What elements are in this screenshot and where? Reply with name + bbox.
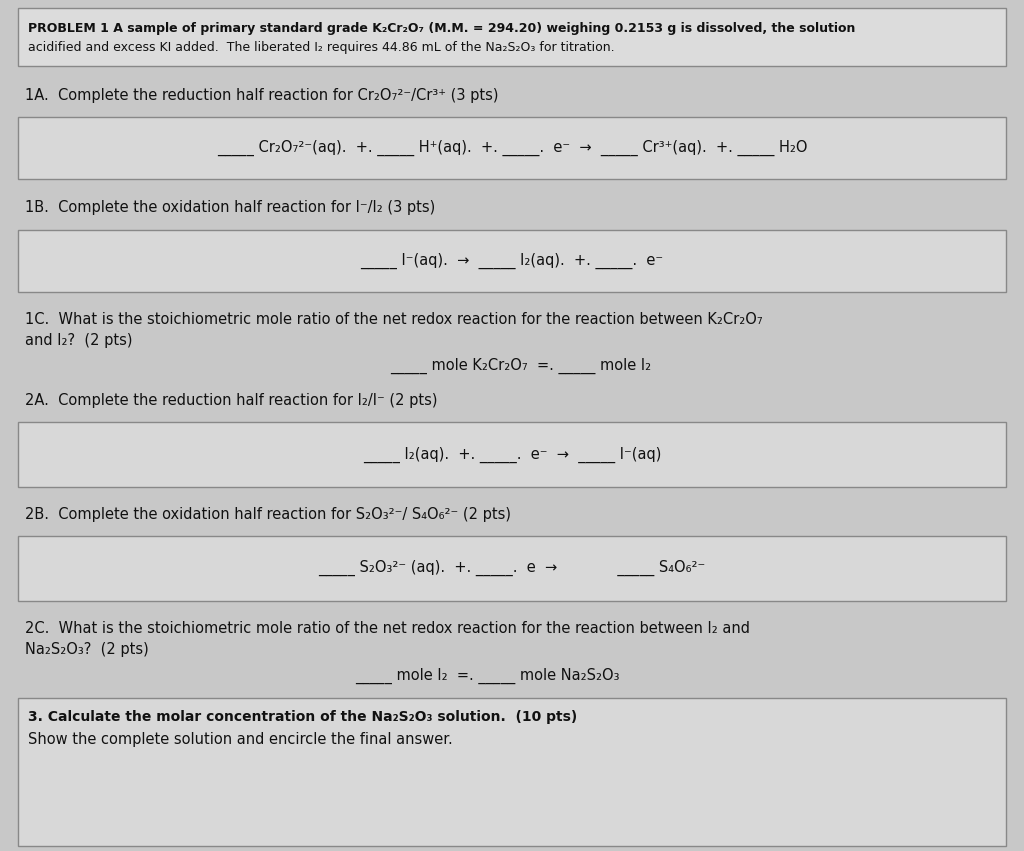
- Text: 2C.  What is the stoichiometric mole ratio of the net redox reaction for the rea: 2C. What is the stoichiometric mole rati…: [25, 621, 750, 636]
- Text: 2A.  Complete the reduction half reaction for I₂/I⁻ (2 pts): 2A. Complete the reduction half reaction…: [25, 393, 437, 408]
- Text: _____ I₂(aq).  +. _____.  e⁻  →  _____ I⁻(aq): _____ I₂(aq). +. _____. e⁻ → _____ I⁻(aq…: [362, 447, 662, 463]
- Bar: [18, 230, 1006, 292]
- Text: Show the complete solution and encircle the final answer.: Show the complete solution and encircle …: [28, 732, 453, 747]
- Text: 1A.  Complete the reduction half reaction for Cr₂O₇²⁻/Cr³⁺ (3 pts): 1A. Complete the reduction half reaction…: [25, 88, 499, 103]
- Text: 1B.  Complete the oxidation half reaction for I⁻/I₂ (3 pts): 1B. Complete the oxidation half reaction…: [25, 200, 435, 215]
- Text: _____ I⁻(aq).  →  _____ I₂(aq).  +. _____.  e⁻: _____ I⁻(aq). → _____ I₂(aq). +. _____. …: [360, 253, 664, 269]
- Bar: [18, 117, 1006, 179]
- Text: _____ S₂O₃²⁻ (aq).  +. _____.  e  →             _____ S₄O₆²⁻: _____ S₂O₃²⁻ (aq). +. _____. e → _____ S…: [318, 560, 706, 576]
- Text: PROBLEM 1 A sample of primary standard grade K₂Cr₂O₇ (M.M. = 294.20) weighing 0.: PROBLEM 1 A sample of primary standard g…: [28, 22, 855, 35]
- Text: 2B.  Complete the oxidation half reaction for S₂O₃²⁻/ S₄O₆²⁻ (2 pts): 2B. Complete the oxidation half reaction…: [25, 507, 511, 522]
- Text: acidified and excess KI added.  The liberated I₂ requires 44.86 mL of the Na₂S₂O: acidified and excess KI added. The liber…: [28, 41, 614, 54]
- Bar: [18, 8, 1006, 66]
- Text: _____ Cr₂O₇²⁻(aq).  +. _____ H⁺(aq).  +. _____.  e⁻  →  _____ Cr³⁺(aq).  +. ____: _____ Cr₂O₇²⁻(aq). +. _____ H⁺(aq). +. _…: [217, 140, 807, 156]
- Text: 1C.  What is the stoichiometric mole ratio of the net redox reaction for the rea: 1C. What is the stoichiometric mole rati…: [25, 312, 763, 327]
- Text: _____ mole K₂Cr₂O₇  =. _____ mole I₂: _____ mole K₂Cr₂O₇ =. _____ mole I₂: [390, 358, 651, 374]
- Text: and I₂?  (2 pts): and I₂? (2 pts): [25, 333, 132, 348]
- Bar: [18, 536, 1006, 601]
- Text: 3. Calculate the molar concentration of the Na₂S₂O₃ solution.  (10 pts): 3. Calculate the molar concentration of …: [28, 710, 578, 724]
- Bar: [18, 698, 1006, 846]
- Text: Na₂S₂O₃?  (2 pts): Na₂S₂O₃? (2 pts): [25, 642, 148, 657]
- Bar: [18, 422, 1006, 487]
- Text: _____ mole I₂  =. _____ mole Na₂S₂O₃: _____ mole I₂ =. _____ mole Na₂S₂O₃: [355, 668, 620, 684]
